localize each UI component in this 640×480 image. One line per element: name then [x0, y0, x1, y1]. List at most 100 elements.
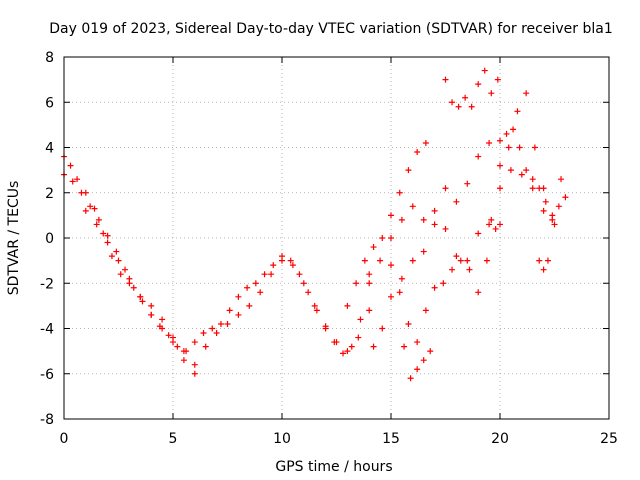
data-point — [442, 76, 449, 83]
data-point — [488, 216, 495, 223]
data-point — [518, 171, 525, 178]
data-point — [422, 139, 429, 146]
data-point — [300, 280, 307, 287]
data-point — [422, 307, 429, 314]
data-point — [427, 348, 434, 355]
data-point — [74, 176, 81, 183]
data-point — [462, 94, 469, 101]
data-point — [549, 216, 556, 223]
data-point — [388, 262, 394, 269]
y-tick-label: 4 — [45, 141, 54, 157]
data-point — [409, 257, 416, 264]
data-point — [108, 253, 115, 260]
data-point — [69, 178, 76, 185]
x-tick-label: 15 — [382, 431, 400, 447]
data-point — [130, 284, 137, 291]
data-point — [497, 185, 503, 192]
x-tick-labels: 0 5 10 15 20 25 — [60, 431, 618, 447]
data-point — [407, 375, 414, 382]
plot-frame — [63, 56, 610, 420]
data-point — [540, 266, 547, 273]
data-point — [366, 271, 373, 278]
data-series — [61, 153, 373, 368]
data-point — [529, 176, 536, 183]
data-point — [464, 180, 471, 187]
data-point — [475, 230, 482, 237]
grid — [64, 57, 609, 419]
data-point — [148, 302, 155, 309]
data-points — [61, 67, 569, 382]
data-series — [370, 167, 569, 350]
data-point — [191, 370, 198, 377]
data-point — [235, 311, 242, 318]
data-point — [398, 275, 405, 282]
data-point — [475, 153, 482, 160]
data-point — [529, 185, 536, 192]
data-point — [388, 212, 394, 219]
y-tick-label: -6 — [40, 367, 54, 383]
y-axis-label: SDTVAR / TECUs — [6, 181, 22, 296]
data-point — [344, 302, 351, 309]
data-series — [488, 90, 565, 223]
data-point — [497, 162, 503, 169]
data-point — [191, 339, 198, 346]
data-point — [442, 225, 449, 232]
y-tick-label: 2 — [45, 186, 54, 202]
data-point — [420, 248, 427, 255]
data-series — [497, 126, 562, 223]
data-point — [159, 325, 166, 332]
data-point — [505, 144, 512, 151]
data-point — [455, 103, 462, 110]
data-point — [503, 130, 510, 137]
data-point — [442, 185, 449, 192]
data-point — [361, 257, 368, 264]
data-point — [388, 293, 394, 300]
y-tick-label: -4 — [40, 322, 54, 338]
data-point — [366, 307, 373, 314]
data-point — [213, 330, 220, 337]
data-point — [414, 149, 421, 156]
data-point — [457, 257, 464, 264]
data-point — [536, 185, 543, 192]
x-tick-label: 5 — [169, 431, 178, 447]
data-point — [137, 293, 144, 300]
data-point — [246, 302, 253, 309]
data-point — [558, 176, 565, 183]
data-point — [93, 221, 100, 228]
data-point — [531, 144, 538, 151]
x-axis-label: GPS time / hours — [275, 459, 392, 475]
data-point — [340, 350, 347, 357]
data-point — [87, 203, 94, 210]
data-point — [431, 207, 438, 214]
data-point — [481, 67, 488, 74]
data-series — [401, 343, 434, 382]
data-point — [523, 90, 530, 97]
data-point — [353, 280, 360, 287]
data-point — [287, 257, 294, 264]
data-point — [296, 271, 303, 278]
data-point — [431, 221, 438, 228]
data-point — [117, 271, 124, 278]
data-point — [235, 293, 242, 300]
data-point — [542, 198, 549, 205]
data-point — [492, 225, 499, 232]
data-point — [449, 266, 456, 273]
data-point — [252, 280, 259, 287]
y-tick-label: 6 — [45, 95, 54, 111]
y-tick-label: -2 — [40, 276, 54, 292]
data-point — [257, 289, 264, 296]
data-point — [126, 275, 133, 282]
data-point — [488, 90, 495, 97]
data-point — [523, 167, 530, 174]
data-point — [449, 99, 456, 106]
data-point — [115, 257, 122, 264]
data-series — [388, 225, 499, 346]
data-point — [516, 144, 523, 151]
data-point — [409, 203, 416, 210]
data-point — [313, 307, 320, 314]
data-point — [555, 203, 562, 210]
data-point — [440, 280, 447, 287]
data-point — [544, 257, 551, 264]
data-point — [217, 320, 224, 327]
data-point — [497, 221, 503, 228]
